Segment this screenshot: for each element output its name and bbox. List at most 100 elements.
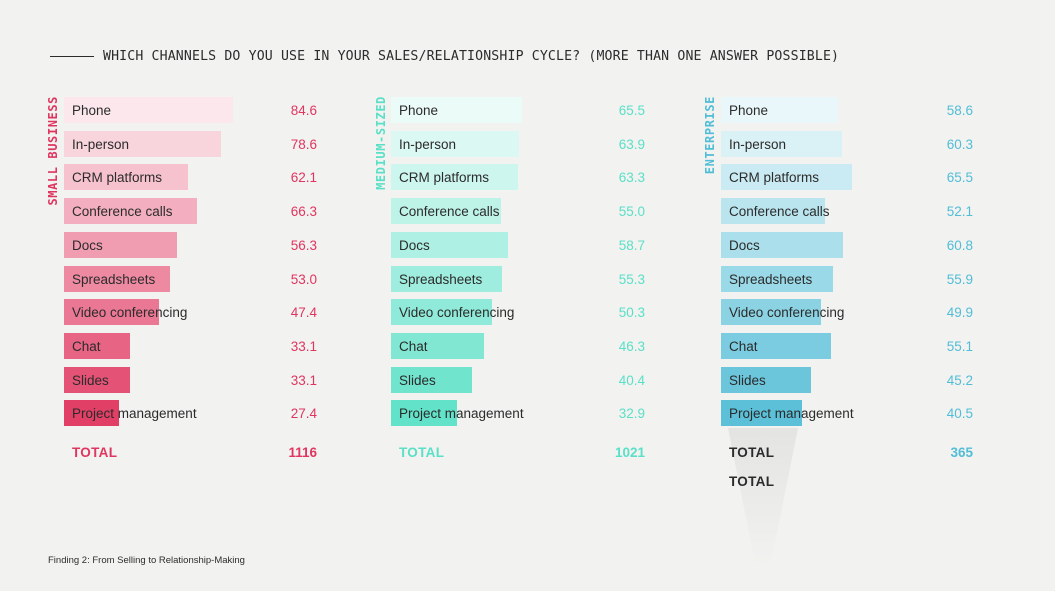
bar [391,400,457,427]
value-label: 84.6 [290,103,317,118]
value-label: 58.6 [946,103,973,118]
bar [64,332,131,359]
bar-row: Video conferencing 49.9 [721,299,1021,326]
bar-row: Docs 58.7 [391,231,691,258]
value-label: 56.3 [290,237,317,253]
category-label: Spreadsheets [72,271,156,287]
value-label: 78.6 [290,136,317,152]
category-label: Spreadsheets [399,271,483,287]
total-value: 365 [950,445,973,460]
category-label: Conference calls [399,204,500,220]
category-label: Conference calls [72,204,173,220]
bar-row: Chat 55.1 [721,332,1021,359]
category-label: Phone [729,103,769,118]
category-label: Chat [72,338,101,354]
bar-row: Project management 32.9 [391,400,691,427]
category-label: Slides [72,372,109,388]
segment-label-small: SMALL BUSINESS [46,96,60,206]
bar-row: CRM platforms 62.1 [64,164,364,191]
value-label: 53.0 [290,271,317,287]
value-label: 32.9 [618,406,645,422]
bar-row: Conference calls 55.0 [391,198,691,225]
value-label: 63.9 [618,136,645,152]
bar [64,299,159,326]
chart-title: WHICH CHANNELS DO YOU USE IN YOUR SALES/… [50,49,839,64]
value-label: 47.4 [290,305,317,321]
category-label: Chat [399,338,428,354]
category-label: Video conferencing [399,305,515,321]
category-label: Spreadsheets [729,271,813,287]
value-label: 55.0 [618,204,645,220]
value-label: 33.1 [290,372,317,388]
bar [721,97,839,123]
bar [64,265,170,292]
footer-caption: Finding 2: From Selling to Relationship-… [48,555,245,566]
bar-row: Spreadsheets 53.0 [64,265,364,292]
total-label: TOTAL [729,445,775,460]
bar [721,299,821,326]
category-label: Video conferencing [729,305,845,321]
bar-row: Slides 33.1 [64,366,364,393]
category-label: Project management [729,406,854,422]
value-label: 65.5 [618,103,645,118]
bar-row: Project management 27.4 [64,400,364,427]
bar [391,299,492,326]
bar-row: Slides 45.2 [721,366,1021,393]
value-label: 55.9 [946,271,973,287]
bar-row: Chat 33.1 [64,332,364,359]
category-label: Project management [399,406,524,422]
bar [64,97,234,123]
segment-label-medium: MEDIUM-SIZED [374,96,388,190]
value-label: 52.1 [946,204,973,220]
value-label: 58.7 [618,237,645,253]
bar [391,332,484,359]
bar-row: Conference calls 52.1 [721,198,1021,225]
category-label: CRM platforms [729,170,820,186]
value-label: 66.3 [290,204,317,220]
value-label: 62.1 [290,170,317,186]
bar [391,97,522,123]
bar-row: Video conferencing 50.3 [391,299,691,326]
bar-row: CRM platforms 63.3 [391,164,691,191]
category-label: Docs [729,237,760,253]
value-label: 60.3 [946,136,973,152]
bar-row: In-person 78.6 [64,130,364,157]
title-rule [50,56,94,57]
bar-row: Docs 60.8 [721,231,1021,258]
category-label: Phone [399,103,439,118]
value-label: 60.8 [946,237,973,253]
bar [391,130,519,157]
bar-row: In-person 60.3 [721,130,1021,157]
total-label-secondary: TOTAL [729,474,775,489]
value-label: 45.2 [946,372,973,388]
value-label: 40.5 [946,406,973,422]
category-label: Project management [72,406,197,422]
category-label: Slides [399,372,436,388]
total-label: TOTAL [72,445,118,460]
bar [391,198,501,225]
bar-row: Conference calls 66.3 [64,198,364,225]
bar [721,366,812,393]
category-label: Conference calls [729,204,830,220]
bar [721,130,842,157]
bar [64,164,189,191]
bar-row: Chat 46.3 [391,332,691,359]
bar-row: Spreadsheets 55.9 [721,265,1021,292]
panel-small: SMALL BUSINESS Phone 84.6 In-person 78.6 CRM … [46,96,364,476]
total-value: 1021 [614,445,645,460]
value-label: 40.4 [618,372,645,388]
bar [391,265,502,292]
category-label: In-person [399,136,457,152]
bar-row: Slides 40.4 [391,366,691,393]
bar-row: Project management 40.5 [721,400,1021,427]
value-label: 46.3 [618,338,645,354]
category-label: Phone [72,103,112,118]
segment-label-enterprise: ENTERPRISE [703,96,717,175]
bar-row: Video conferencing 47.4 [64,299,364,326]
bar [721,231,843,258]
bar [391,164,518,191]
value-label: 65.5 [946,170,973,186]
bar [721,332,832,359]
bar-row: Docs 56.3 [64,231,364,258]
category-label: CRM platforms [72,170,163,186]
